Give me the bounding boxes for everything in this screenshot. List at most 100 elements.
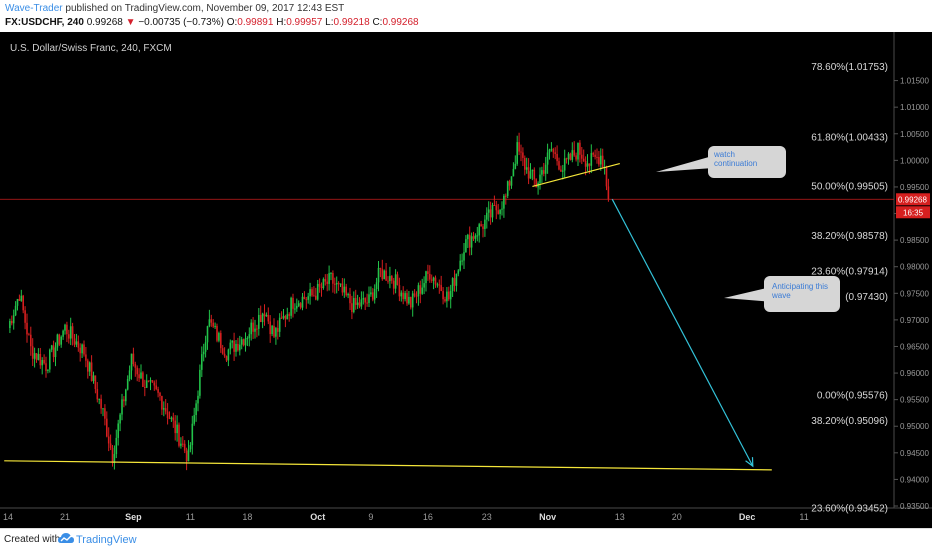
candle <box>261 312 264 329</box>
candle-body <box>225 356 228 361</box>
candle <box>438 279 441 294</box>
candle-body <box>286 314 289 320</box>
candle-body <box>377 268 380 283</box>
candle-body <box>533 169 536 180</box>
candle-body <box>582 158 585 161</box>
candle-body <box>134 364 137 368</box>
candle <box>284 314 287 328</box>
candle-body <box>463 252 465 261</box>
y-tick-label: 0.96000 <box>900 369 929 378</box>
candle-body <box>305 299 308 301</box>
tradingview-brand[interactable]: TradingView <box>76 534 137 546</box>
candle <box>265 312 268 317</box>
price-chart[interactable]: U.S. Dollar/Swiss Franc, 240, FXCM 78.60… <box>0 32 932 528</box>
open-label: O: <box>226 17 238 28</box>
candle <box>206 325 209 350</box>
author-link[interactable]: Wave-Trader <box>5 3 63 14</box>
candle <box>533 167 536 187</box>
candle <box>47 369 49 374</box>
candle-body <box>284 316 287 320</box>
candle <box>563 149 566 179</box>
candle <box>461 253 463 266</box>
candle-body <box>550 149 553 151</box>
candle-body <box>121 399 123 415</box>
candle <box>404 290 406 302</box>
footer: Created with TradingView <box>0 528 932 551</box>
candle-body <box>353 298 355 313</box>
candle-body <box>159 392 161 397</box>
candle-body <box>503 195 505 209</box>
candle <box>356 294 359 309</box>
candle-body <box>362 298 365 300</box>
candle <box>182 436 184 448</box>
candle <box>465 235 467 253</box>
candle-body <box>508 181 511 186</box>
candle <box>594 149 596 160</box>
candle-body <box>214 325 216 327</box>
candle-body <box>288 314 290 316</box>
candle <box>301 292 304 311</box>
candle-body <box>497 210 499 214</box>
candle <box>453 270 456 292</box>
candle <box>244 332 247 352</box>
candle <box>126 375 129 391</box>
candle <box>375 277 378 299</box>
candle-body <box>49 349 51 370</box>
candle <box>223 347 226 358</box>
candle-body <box>522 152 524 158</box>
candle-body <box>605 167 608 187</box>
candle-body <box>558 161 560 170</box>
price-axis[interactable] <box>894 32 932 528</box>
created-with-label: Created with <box>4 534 61 545</box>
candle <box>208 309 211 328</box>
candle <box>550 142 553 152</box>
candle <box>436 282 439 288</box>
candle-body <box>495 205 498 211</box>
candle <box>343 278 346 298</box>
candle-body <box>584 160 587 167</box>
candle <box>159 391 161 401</box>
candle-body <box>235 343 237 352</box>
candle-body <box>254 328 256 332</box>
symbol-label: FX:USDCHF, 240 <box>5 17 84 28</box>
candle <box>482 223 484 238</box>
candle-body <box>510 176 513 186</box>
candle <box>258 308 260 336</box>
candle-body <box>383 270 385 280</box>
candle <box>427 264 429 281</box>
candle-body <box>387 280 389 282</box>
candle <box>337 281 340 291</box>
candle <box>153 380 156 391</box>
candle <box>73 333 76 348</box>
candle <box>71 322 74 346</box>
candle <box>372 288 374 302</box>
x-tick-label: Sep <box>125 512 142 522</box>
candle-body <box>343 286 346 293</box>
candle <box>315 287 317 301</box>
candle <box>451 277 454 298</box>
candle <box>290 296 292 319</box>
candle <box>235 340 237 357</box>
candle <box>157 386 159 398</box>
y-tick-label: 0.98000 <box>900 263 929 272</box>
candle-body <box>501 208 503 210</box>
callout-box <box>764 276 840 312</box>
candle <box>26 313 28 343</box>
candle-body <box>299 303 302 308</box>
candle <box>107 427 110 452</box>
candle-body <box>73 338 76 345</box>
candle-body <box>242 339 245 346</box>
candle-body <box>216 325 218 341</box>
candle <box>187 440 190 462</box>
y-tick-label: 0.94000 <box>900 475 929 484</box>
candle <box>231 340 233 349</box>
candle <box>400 290 403 302</box>
candle-body <box>400 292 403 297</box>
candle-body <box>71 326 74 339</box>
candle <box>571 142 574 163</box>
candle <box>411 290 414 317</box>
candle <box>423 276 425 295</box>
candle <box>360 291 363 310</box>
